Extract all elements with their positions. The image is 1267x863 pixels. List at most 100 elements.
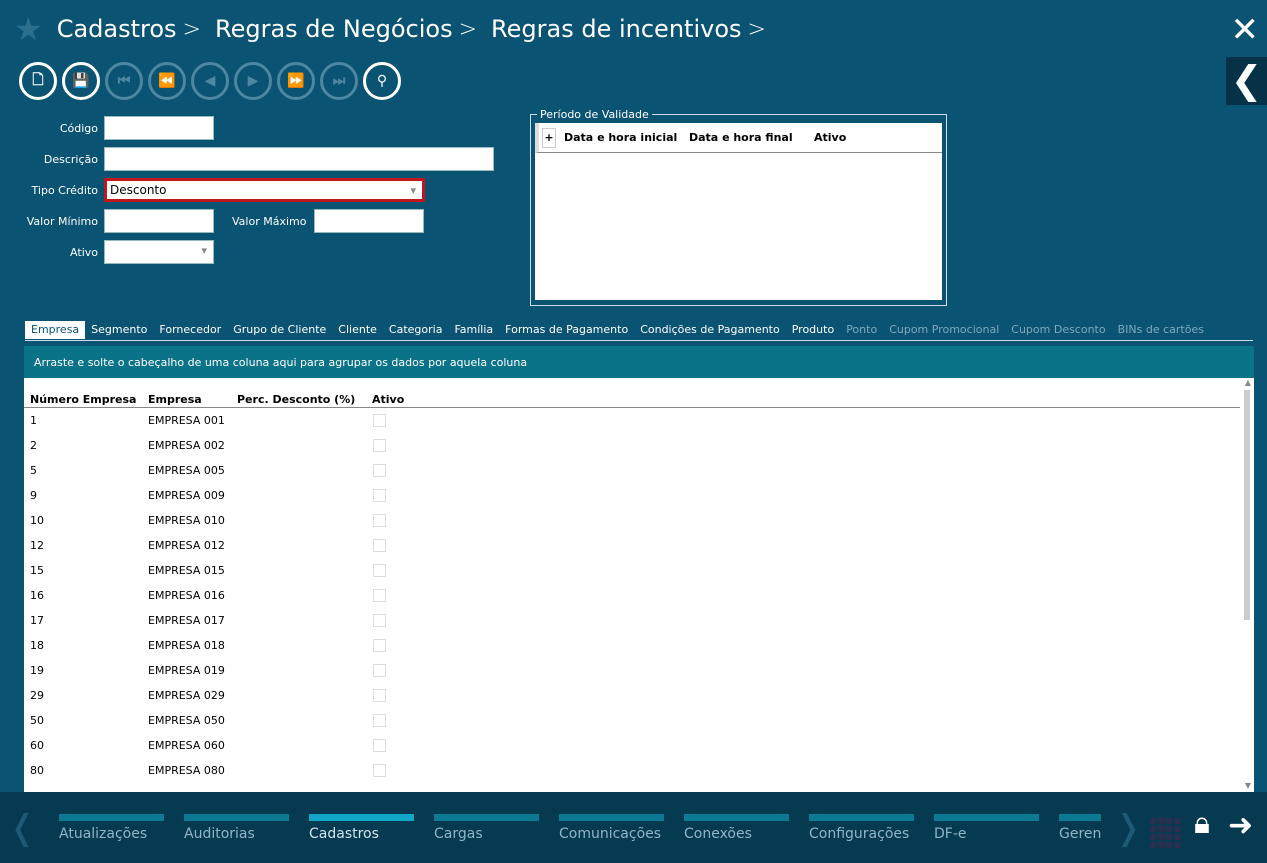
fast-forward-button[interactable]: ⏩: [277, 62, 315, 100]
search-button[interactable]: ⚲: [363, 62, 401, 100]
scroll-down-icon[interactable]: ▼: [1244, 781, 1251, 790]
tab-cupom-promocional[interactable]: Cupom Promocional: [889, 323, 1000, 336]
ativo-checkbox[interactable]: [373, 739, 386, 752]
next-button[interactable]: ▶: [234, 62, 272, 100]
ativo-checkbox[interactable]: [373, 764, 386, 777]
ativo-checkbox[interactable]: [373, 439, 386, 452]
breadcrumb-item[interactable]: Regras de incentivos: [491, 15, 742, 43]
ativo-checkbox[interactable]: [373, 489, 386, 502]
ativo-checkbox[interactable]: [373, 514, 386, 527]
table-row[interactable]: 29 EMPRESA 029: [24, 689, 1240, 714]
ativo-checkbox[interactable]: [373, 464, 386, 477]
bottom-nav-item[interactable]: Comunicações: [559, 814, 664, 842]
numero-cell: 18: [30, 639, 44, 652]
ativo-checkbox[interactable]: [373, 639, 386, 652]
close-icon[interactable]: ✕: [1230, 10, 1260, 50]
bottom-nav-item[interactable]: Cargas: [434, 814, 539, 842]
table-row[interactable]: 1 EMPRESA 001: [24, 414, 1240, 439]
empresa-cell: EMPRESA 002: [148, 439, 225, 452]
breadcrumb-item[interactable]: Regras de Negócios: [214, 15, 453, 43]
first-button[interactable]: ⏮: [105, 62, 143, 100]
table-row[interactable]: 60 EMPRESA 060: [24, 739, 1240, 764]
tab-grupo-de-cliente[interactable]: Grupo de Cliente: [233, 323, 327, 336]
tab-bins-de-cart-es[interactable]: BINs de cartões: [1117, 323, 1204, 336]
ativo-checkbox[interactable]: [373, 539, 386, 552]
ativo-checkbox[interactable]: [373, 664, 386, 677]
save-button[interactable]: 💾: [62, 62, 100, 100]
tab-condi-es-de-pagamento[interactable]: Condições de Pagamento: [640, 323, 780, 336]
numero-cell: 50: [30, 714, 44, 727]
table-row[interactable]: 19 EMPRESA 019: [24, 664, 1240, 689]
column-header[interactable]: Ativo: [814, 131, 847, 144]
breadcrumb-item[interactable]: Cadastros: [56, 15, 177, 43]
column-header[interactable]: Data e hora inicial: [564, 131, 678, 144]
ativo-checkbox[interactable]: [373, 589, 386, 602]
nav-prev-icon[interactable]: ❬: [8, 808, 37, 848]
apps-grid-icon[interactable]: [1150, 816, 1182, 848]
table-row[interactable]: 5 EMPRESA 005: [24, 464, 1240, 489]
rewind-button[interactable]: ⏪: [148, 62, 186, 100]
collapse-panel-button[interactable]: ❮: [1226, 57, 1267, 105]
tab-produto[interactable]: Produto: [791, 323, 835, 336]
nav-label: Cadastros: [309, 826, 379, 842]
tab-segmento[interactable]: Segmento: [91, 323, 148, 336]
column-header[interactable]: Ativo: [372, 393, 405, 406]
descricao-input[interactable]: [104, 147, 494, 171]
bottom-nav-item[interactable]: DF-e: [934, 814, 1039, 842]
tab-categoria[interactable]: Categoria: [388, 323, 443, 336]
table-row[interactable]: 50 EMPRESA 050: [24, 714, 1240, 739]
tab-fornecedor[interactable]: Fornecedor: [159, 323, 222, 336]
table-row[interactable]: 9 EMPRESA 009: [24, 489, 1240, 514]
column-header[interactable]: Perc. Desconto (%): [237, 393, 356, 406]
table-row[interactable]: 2 EMPRESA 002: [24, 439, 1240, 464]
favorite-star-icon[interactable]: ★: [14, 10, 43, 48]
last-button[interactable]: ⏭: [320, 62, 358, 100]
table-row[interactable]: 17 EMPRESA 017: [24, 614, 1240, 639]
lock-icon[interactable]: 🔒︎: [1194, 806, 1210, 841]
ativo-select[interactable]: [104, 240, 214, 264]
bottom-nav-item[interactable]: Geren: [1059, 814, 1101, 842]
scroll-up-icon[interactable]: ▲: [1244, 378, 1251, 387]
new-document-button[interactable]: 🗋: [19, 62, 57, 100]
vertical-scrollbar[interactable]: [1244, 390, 1250, 620]
valor-minimo-input[interactable]: [104, 209, 214, 233]
bottom-nav-item[interactable]: Configurações: [809, 814, 914, 842]
nav-next-icon[interactable]: ❭: [1114, 808, 1143, 848]
tab-ponto[interactable]: Ponto: [846, 323, 878, 336]
nav-label: Geren: [1059, 826, 1101, 842]
ativo-checkbox[interactable]: [373, 714, 386, 727]
tab-empresa[interactable]: Empresa: [25, 321, 86, 339]
ativo-checkbox[interactable]: [373, 689, 386, 702]
nav-label: Comunicações: [559, 826, 662, 842]
chevron-right-icon: >: [182, 16, 201, 42]
ativo-checkbox[interactable]: [373, 614, 386, 627]
save-icon: 💾: [72, 73, 90, 89]
table-row[interactable]: 12 EMPRESA 012: [24, 539, 1240, 564]
table-row[interactable]: 80 EMPRESA 080: [24, 764, 1240, 789]
bottom-nav-item[interactable]: Atualizações: [59, 814, 164, 842]
previous-button[interactable]: ◀: [191, 62, 229, 100]
tab-cupom-desconto[interactable]: Cupom Desconto: [1011, 323, 1106, 336]
bottom-nav-item[interactable]: Auditorias: [184, 814, 289, 842]
nav-indicator: [809, 814, 914, 821]
valor-maximo-input[interactable]: [314, 209, 424, 233]
tipo-credito-select[interactable]: Desconto: [104, 178, 425, 202]
search-icon: ⚲: [376, 73, 388, 89]
table-row[interactable]: 10 EMPRESA 010: [24, 514, 1240, 539]
logout-arrow-icon[interactable]: ➜: [1228, 808, 1254, 843]
tab-formas-de-pagamento[interactable]: Formas de Pagamento: [505, 323, 629, 336]
tab-cliente[interactable]: Cliente: [338, 323, 377, 336]
tab-fam-lia[interactable]: Família: [454, 323, 494, 336]
table-row[interactable]: 18 EMPRESA 018: [24, 639, 1240, 664]
bottom-nav-item[interactable]: Cadastros: [309, 814, 414, 842]
ativo-checkbox[interactable]: [373, 564, 386, 577]
table-row[interactable]: 16 EMPRESA 016: [24, 589, 1240, 614]
column-header[interactable]: Empresa: [148, 393, 202, 406]
ativo-checkbox[interactable]: [373, 414, 386, 427]
column-header[interactable]: Data e hora final: [689, 131, 793, 144]
bottom-nav-item[interactable]: Conexões: [684, 814, 789, 842]
add-row-button[interactable]: +: [542, 127, 556, 148]
column-header[interactable]: Número Empresa: [30, 393, 137, 406]
codigo-input[interactable]: [104, 116, 214, 140]
table-row[interactable]: 15 EMPRESA 015: [24, 564, 1240, 589]
